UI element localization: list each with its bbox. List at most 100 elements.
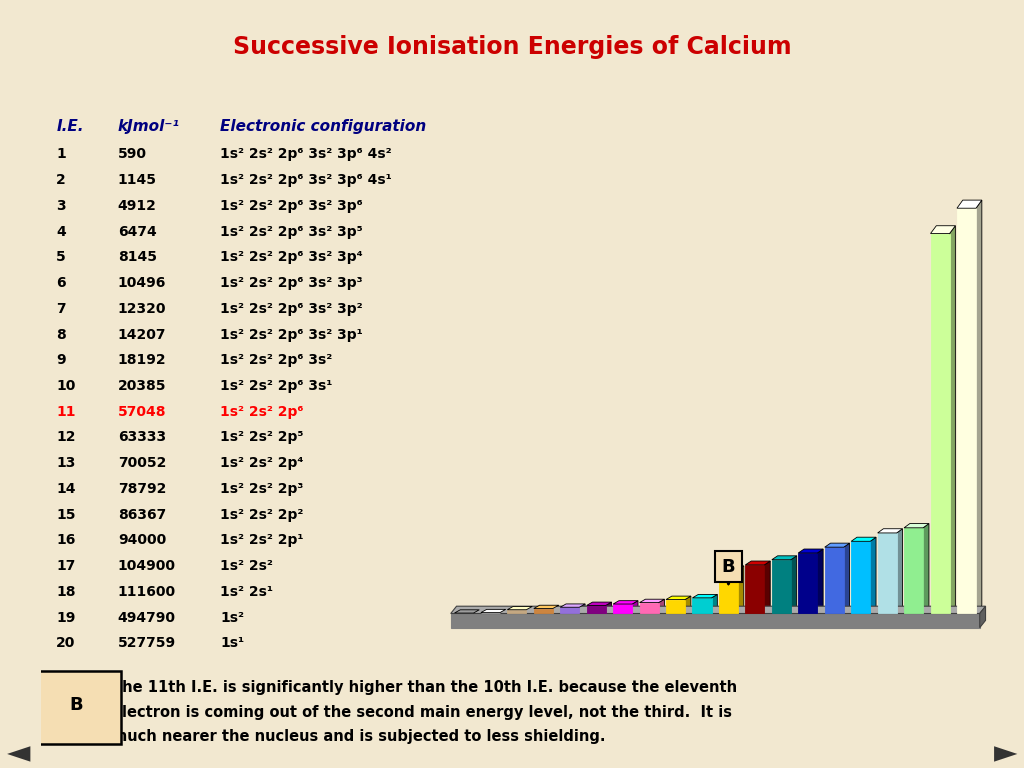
Text: 18: 18 — [56, 585, 76, 599]
Polygon shape — [580, 604, 585, 614]
Text: 1s² 2s² 2p⁶ 3s² 3p⁶ 4s¹: 1s² 2s² 2p⁶ 3s² 3p⁶ 4s¹ — [220, 174, 392, 187]
Text: 2: 2 — [56, 174, 67, 187]
Polygon shape — [980, 606, 985, 627]
Polygon shape — [455, 610, 479, 613]
Text: 1s² 2s² 2p⁶ 3s¹: 1s² 2s² 2p⁶ 3s¹ — [220, 379, 333, 393]
Text: 4912: 4912 — [118, 199, 157, 213]
Bar — [931, 233, 949, 614]
Polygon shape — [534, 605, 559, 608]
Text: 57048: 57048 — [118, 405, 166, 419]
Text: 8145: 8145 — [118, 250, 157, 264]
Text: 1s² 2s¹: 1s² 2s¹ — [220, 585, 273, 599]
Text: 4: 4 — [56, 224, 67, 239]
Bar — [957, 208, 976, 614]
Text: 70052: 70052 — [118, 456, 166, 470]
Bar — [904, 528, 923, 614]
Text: 494790: 494790 — [118, 611, 176, 624]
Text: 10: 10 — [56, 379, 76, 393]
Text: 1s² 2s² 2p⁶ 3s² 3p¹: 1s² 2s² 2p⁶ 3s² 3p¹ — [220, 328, 362, 342]
Text: 11: 11 — [56, 405, 76, 419]
Text: 15: 15 — [56, 508, 76, 521]
Text: 5: 5 — [56, 250, 67, 264]
Text: Successive Ionisation Energies of Calcium: Successive Ionisation Energies of Calciu… — [232, 35, 792, 58]
Text: 20385: 20385 — [118, 379, 166, 393]
Text: 6474: 6474 — [118, 224, 157, 239]
Polygon shape — [507, 607, 532, 610]
Polygon shape — [658, 599, 665, 614]
Bar — [824, 547, 844, 614]
Polygon shape — [738, 566, 743, 614]
Bar — [719, 570, 738, 614]
Text: 1s² 2s² 2p¹: 1s² 2s² 2p¹ — [220, 533, 304, 548]
Bar — [613, 604, 632, 614]
Polygon shape — [817, 549, 823, 614]
Text: 3: 3 — [56, 199, 66, 213]
Text: 1s² 2s² 2p³: 1s² 2s² 2p³ — [220, 482, 303, 496]
Text: 1: 1 — [56, 147, 67, 161]
Bar — [640, 603, 658, 614]
Bar — [481, 613, 500, 614]
Polygon shape — [923, 524, 929, 614]
Text: 1s² 2s²: 1s² 2s² — [220, 559, 273, 573]
Text: 111600: 111600 — [118, 585, 176, 599]
Text: 19: 19 — [56, 611, 76, 624]
Polygon shape — [500, 609, 506, 614]
Bar — [851, 541, 870, 614]
Bar — [451, 614, 980, 627]
Text: 12: 12 — [56, 430, 76, 445]
Polygon shape — [870, 537, 877, 614]
Polygon shape — [613, 601, 638, 604]
Text: 10496: 10496 — [118, 276, 166, 290]
Bar — [745, 564, 765, 614]
Text: 1s² 2s² 2p⁶: 1s² 2s² 2p⁶ — [220, 405, 304, 419]
Polygon shape — [931, 226, 955, 233]
Polygon shape — [640, 599, 665, 603]
Text: 16: 16 — [56, 533, 76, 548]
Polygon shape — [692, 594, 718, 598]
Text: 63333: 63333 — [118, 430, 166, 445]
Text: 1s² 2s² 2p⁶ 3s² 3p²: 1s² 2s² 2p⁶ 3s² 3p² — [220, 302, 362, 316]
Text: 20: 20 — [56, 636, 76, 650]
Polygon shape — [745, 561, 770, 564]
Text: I.E.: I.E. — [56, 119, 84, 134]
FancyBboxPatch shape — [32, 671, 121, 743]
Bar — [507, 610, 526, 614]
Text: 527759: 527759 — [118, 636, 176, 650]
Polygon shape — [526, 607, 532, 614]
Polygon shape — [904, 524, 929, 528]
Polygon shape — [560, 604, 585, 607]
Polygon shape — [606, 602, 611, 614]
Text: 1s² 2s² 2p⁶ 3s² 3p⁵: 1s² 2s² 2p⁶ 3s² 3p⁵ — [220, 224, 362, 239]
Text: 86367: 86367 — [118, 508, 166, 521]
Bar — [772, 560, 791, 614]
Text: 1s² 2s² 2p⁴: 1s² 2s² 2p⁴ — [220, 456, 304, 470]
Polygon shape — [772, 556, 797, 560]
Bar — [666, 600, 685, 614]
Bar — [878, 533, 897, 614]
Polygon shape — [666, 596, 691, 600]
Text: 12320: 12320 — [118, 302, 166, 316]
Text: 17: 17 — [56, 559, 76, 573]
Polygon shape — [712, 594, 718, 614]
Text: 1s² 2s² 2p⁶ 3s²: 1s² 2s² 2p⁶ 3s² — [220, 353, 333, 367]
Polygon shape — [957, 200, 982, 208]
Polygon shape — [685, 596, 691, 614]
Polygon shape — [632, 601, 638, 614]
Polygon shape — [451, 606, 985, 614]
Text: 1s² 2s² 2p²: 1s² 2s² 2p² — [220, 508, 303, 521]
Text: 6: 6 — [56, 276, 66, 290]
Text: The 11th I.E. is significantly higher than the 10th I.E. because the eleventh: The 11th I.E. is significantly higher th… — [112, 680, 736, 695]
Polygon shape — [851, 537, 877, 541]
Bar — [560, 607, 580, 614]
Text: electron is coming out of the second main energy level, not the third.  It is: electron is coming out of the second mai… — [112, 705, 731, 720]
Polygon shape — [481, 609, 506, 613]
Polygon shape — [719, 566, 743, 570]
Bar — [692, 598, 712, 614]
Text: 1s¹: 1s¹ — [220, 636, 245, 650]
Text: 18192: 18192 — [118, 353, 166, 367]
Text: 8: 8 — [56, 328, 67, 342]
Text: 78792: 78792 — [118, 482, 166, 496]
Text: 7: 7 — [56, 302, 66, 316]
Text: 104900: 104900 — [118, 559, 176, 573]
Text: 1s² 2s² 2p⁵: 1s² 2s² 2p⁵ — [220, 430, 304, 445]
